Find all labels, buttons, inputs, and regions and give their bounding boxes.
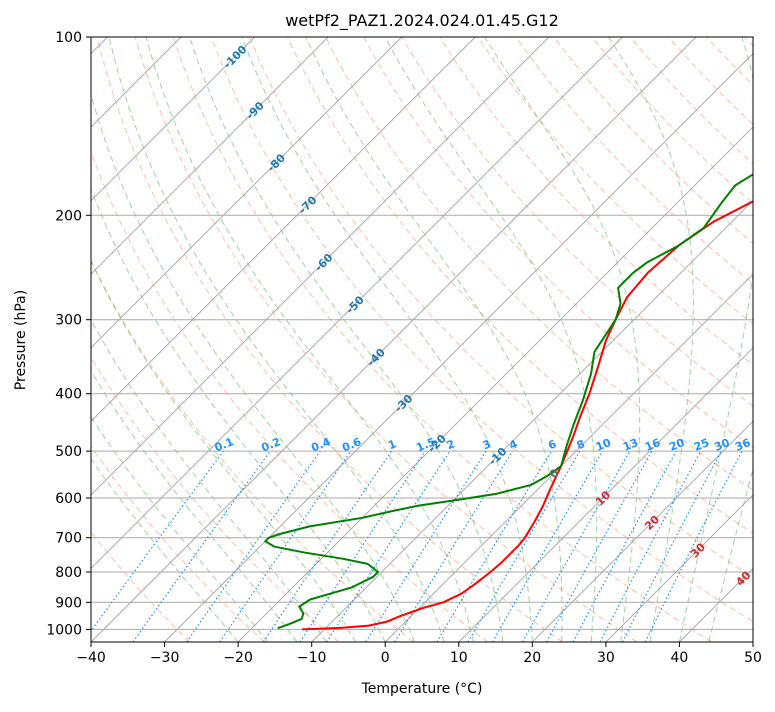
y-axis-label: Pressure (hPa) bbox=[13, 290, 29, 390]
y-tick-label: 1000 bbox=[46, 622, 82, 638]
x-tick-label: −40 bbox=[76, 650, 106, 666]
x-tick-label: 40 bbox=[670, 650, 688, 666]
x-tick-label: 30 bbox=[597, 650, 615, 666]
x-tick-label: −30 bbox=[150, 650, 180, 666]
y-tick-label: 800 bbox=[55, 565, 82, 581]
x-axis-label: Temperature (°C) bbox=[361, 681, 483, 697]
y-tick-label: 700 bbox=[55, 531, 82, 547]
y-tick-label: 600 bbox=[55, 491, 82, 507]
x-tick-label: 20 bbox=[523, 650, 541, 666]
x-tick-label: −20 bbox=[223, 650, 253, 666]
x-tick-label: −10 bbox=[297, 650, 327, 666]
y-tick-label: 500 bbox=[55, 444, 82, 460]
y-tick-label: 900 bbox=[55, 595, 82, 611]
chart-title: wetPf2_PAZ1.2024.024.01.45.G12 bbox=[285, 11, 559, 31]
y-tick-label: 100 bbox=[55, 30, 82, 46]
y-tick-label: 300 bbox=[55, 313, 82, 329]
x-tick-label: 10 bbox=[450, 650, 468, 666]
y-tick-label: 200 bbox=[55, 208, 82, 224]
x-tick-label: 0 bbox=[381, 650, 390, 666]
y-tick-label: 400 bbox=[55, 387, 82, 403]
x-tick-label: 50 bbox=[744, 650, 762, 666]
